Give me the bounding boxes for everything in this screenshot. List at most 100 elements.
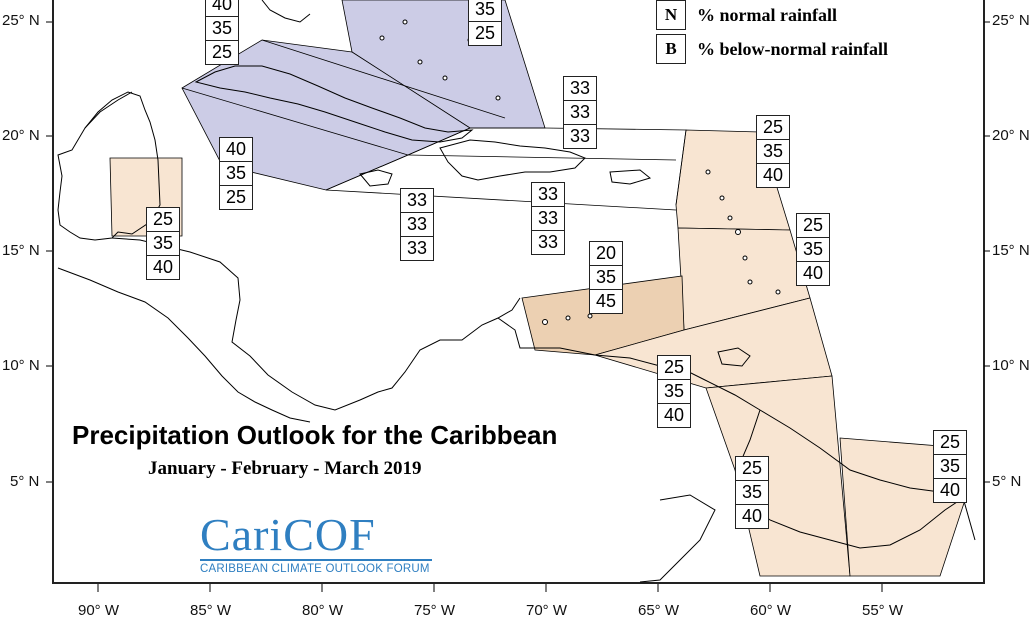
prob-value: 33 xyxy=(563,76,597,101)
legend-label: % normal rainfall xyxy=(697,4,837,25)
island xyxy=(727,215,733,221)
jamaica-coast xyxy=(359,169,393,187)
island xyxy=(565,315,571,321)
island xyxy=(587,313,593,319)
legend-label: % below-normal rainfall xyxy=(697,38,888,59)
map-title: Precipitation Outlook for the Caribbean xyxy=(72,420,558,450)
lat-label-right: 15° N xyxy=(992,242,1030,259)
prob-value: 33 xyxy=(400,212,434,237)
region-outline-central xyxy=(325,127,687,206)
prob-value: 33 xyxy=(531,230,565,255)
lat-label-right: 10° N xyxy=(992,357,1030,374)
prob-value: 40 xyxy=(756,163,790,188)
prob-stack-suriname: 25 35 40 xyxy=(933,430,967,503)
brazil-coast xyxy=(639,494,716,583)
prob-value: 35 xyxy=(756,139,790,164)
prob-value: 35 xyxy=(933,454,967,479)
prob-value: 35 xyxy=(219,161,253,186)
region-outline-bahamas-split xyxy=(261,39,506,119)
region-outline-cuba-split xyxy=(181,87,409,156)
caricof-logo: CariCOF CARIBBEAN CLIMATE OUTLOOK FORUM xyxy=(200,512,432,575)
region-outline-jamaica xyxy=(325,189,677,211)
lat-label-left: 15° N xyxy=(2,242,40,259)
lat-label-left: 5° N xyxy=(10,473,40,490)
prob-value: 33 xyxy=(531,182,565,207)
prob-value: 40 xyxy=(219,137,253,162)
prob-value: 20 xyxy=(589,241,623,266)
prob-value: 40 xyxy=(933,478,967,503)
prob-stack-belize: 25 35 40 xyxy=(146,207,180,280)
legend-key: N xyxy=(656,0,686,30)
legend-key: B xyxy=(656,34,686,64)
island xyxy=(495,95,501,101)
prob-value: 35 xyxy=(657,379,691,404)
prob-stack-abc: 20 35 45 xyxy=(589,241,623,314)
lat-label-right: 5° N xyxy=(992,473,1022,490)
lat-label-left: 25° N xyxy=(2,12,40,29)
logo-rule xyxy=(200,559,432,561)
prob-value: 40 xyxy=(205,0,239,17)
trinidad-coast xyxy=(717,347,751,367)
prob-stack-turks-caicos: 33 33 33 xyxy=(563,76,597,149)
prob-value: 25 xyxy=(756,115,790,140)
prob-value: 25 xyxy=(219,185,253,210)
prob-value: 25 xyxy=(933,430,967,455)
legend-row-below: B % below-normal rainfall xyxy=(656,34,888,64)
prob-stack-guyana: 25 35 40 xyxy=(735,456,769,529)
prob-stack-bahamas-ne: 35 25 xyxy=(468,0,502,46)
prob-stack-jamaica: 33 33 33 xyxy=(400,188,434,261)
prob-value: 25 xyxy=(205,40,239,65)
prob-value: 35 xyxy=(589,265,623,290)
prob-stack-hispaniola: 33 33 33 xyxy=(531,182,565,255)
island xyxy=(379,35,385,41)
island xyxy=(705,169,711,175)
island xyxy=(735,229,741,235)
lon-label: 75° W xyxy=(414,602,456,619)
lon-label: 70° W xyxy=(526,602,568,619)
prob-value: 25 xyxy=(657,355,691,380)
legend-row-normal: N % normal rainfall xyxy=(656,0,837,30)
island xyxy=(775,289,781,295)
prob-value: 35 xyxy=(735,480,769,505)
prob-value: 33 xyxy=(531,206,565,231)
prob-value: 25 xyxy=(735,456,769,481)
puerto-rico-coast xyxy=(609,169,652,185)
axis-ticks xyxy=(46,21,990,592)
prob-value: 25 xyxy=(468,21,502,46)
island xyxy=(719,195,725,201)
region-outline-hispaniola xyxy=(407,154,677,161)
island xyxy=(417,59,423,65)
island xyxy=(747,279,753,285)
prob-value: 35 xyxy=(468,0,502,22)
florida-coast xyxy=(261,0,311,23)
pacific-coast xyxy=(57,267,311,423)
prob-value: 25 xyxy=(146,207,180,232)
prob-value: 35 xyxy=(205,16,239,41)
prob-value: 40 xyxy=(657,403,691,428)
prob-value: 35 xyxy=(796,237,830,262)
lon-label: 65° W xyxy=(638,602,680,619)
lon-label: 80° W xyxy=(302,602,344,619)
lat-label-left: 10° N xyxy=(2,357,40,374)
prob-value: 45 xyxy=(589,289,623,314)
lon-label: 90° W xyxy=(78,602,120,619)
colombia-venezuela-coast xyxy=(497,317,976,541)
logo-tagline: CARIBBEAN CLIMATE OUTLOOK FORUM xyxy=(200,563,430,575)
honduras-nicaragua-coast xyxy=(111,237,521,411)
prob-value: 25 xyxy=(796,213,830,238)
cuba-coast xyxy=(194,65,474,143)
island xyxy=(402,19,408,25)
lat-label-right: 25° N xyxy=(992,12,1030,29)
island xyxy=(542,319,548,325)
coastlines xyxy=(57,0,976,583)
hispaniola-coast xyxy=(439,139,586,181)
prob-stack-leeward: 25 35 40 xyxy=(756,115,790,188)
lon-label: 55° W xyxy=(862,602,904,619)
lon-label: 85° W xyxy=(190,602,232,619)
prob-stack-cuba: 40 35 25 xyxy=(219,137,253,210)
lat-label-right: 20° N xyxy=(992,127,1030,144)
prob-stack-trinidad: 25 35 40 xyxy=(657,355,691,428)
lat-label-left: 20° N xyxy=(2,127,40,144)
prob-value: 40 xyxy=(146,255,180,280)
